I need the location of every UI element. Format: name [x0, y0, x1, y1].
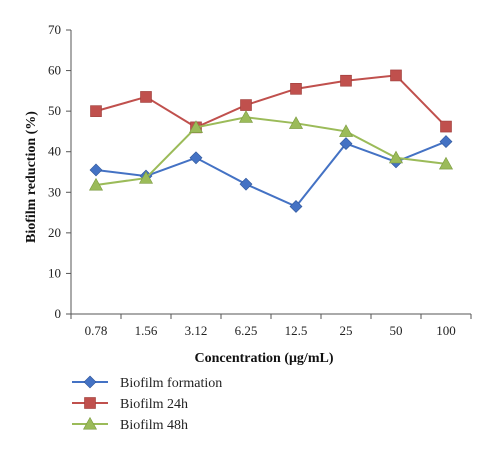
y-tick-label: 0: [55, 306, 62, 321]
legend-item: Biofilm formation: [72, 375, 222, 391]
data-point: [138, 170, 154, 184]
legend-marker: [82, 416, 98, 430]
x-tick-label: 1.56: [135, 323, 158, 338]
data-point: [338, 124, 354, 137]
series-line: [95, 74, 447, 129]
data-point: [240, 99, 252, 111]
data-point: [289, 200, 303, 213]
legend-label: Biofilm formation: [120, 376, 222, 391]
series-line: [95, 116, 447, 186]
x-tick-label: 25: [340, 323, 353, 338]
y-tick-label: 10: [48, 265, 61, 280]
data-point: [288, 116, 304, 129]
data-point: [239, 177, 253, 191]
x-tick-label: 6.25: [235, 323, 258, 338]
axes: [66, 29, 472, 319]
x-tick-label: 100: [436, 323, 456, 338]
data-point: [290, 83, 302, 95]
y-tick-label: 70: [48, 22, 61, 37]
legend-item: Biofilm 48h: [72, 416, 188, 433]
legend-label: Biofilm 48h: [120, 418, 188, 433]
y-axis-title: Biofilm reduction (%): [24, 111, 39, 243]
y-tick-label: 50: [48, 103, 61, 118]
x-tick-labels: 0.78 1.56 3.12 6.25 12.5 25 50 100: [85, 323, 456, 338]
data-point: [89, 163, 103, 177]
legend: Biofilm formation Biofilm 24h Biofilm 48h: [72, 375, 222, 433]
legend-marker: [83, 375, 97, 389]
legend-item: Biofilm 24h: [72, 397, 188, 412]
x-tick-label: 3.12: [185, 323, 208, 338]
x-tick-label: 12.5: [285, 323, 308, 338]
data-point: [88, 177, 104, 191]
data-point: [390, 69, 402, 82]
y-tick-label: 40: [48, 144, 61, 159]
data-point: [339, 137, 353, 151]
series-layer: [88, 69, 454, 213]
y-tick-label: 60: [48, 63, 61, 78]
data-point: [440, 120, 452, 133]
series-biofilm-24h: [90, 69, 452, 134]
data-point: [439, 135, 453, 148]
y-tick-labels: 0 10 20 30 40 50 60 70: [48, 22, 61, 321]
data-point: [188, 120, 204, 133]
data-point: [140, 91, 152, 103]
x-tick-label: 0.78: [85, 323, 108, 338]
legend-marker: [84, 397, 96, 409]
data-point: [238, 110, 254, 123]
data-point: [340, 74, 352, 87]
y-tick-label: 20: [48, 225, 61, 240]
x-tick-label: 50: [390, 323, 403, 338]
series-line: [95, 140, 447, 208]
data-point: [388, 150, 404, 164]
x-axis-title: Concentration (μg/mL): [195, 351, 334, 366]
series-biofilm-48h: [88, 110, 454, 191]
data-point: [189, 151, 203, 165]
data-point: [90, 105, 102, 117]
legend-label: Biofilm 24h: [120, 397, 188, 412]
y-tick-label: 30: [48, 184, 61, 199]
data-point: [438, 156, 454, 170]
